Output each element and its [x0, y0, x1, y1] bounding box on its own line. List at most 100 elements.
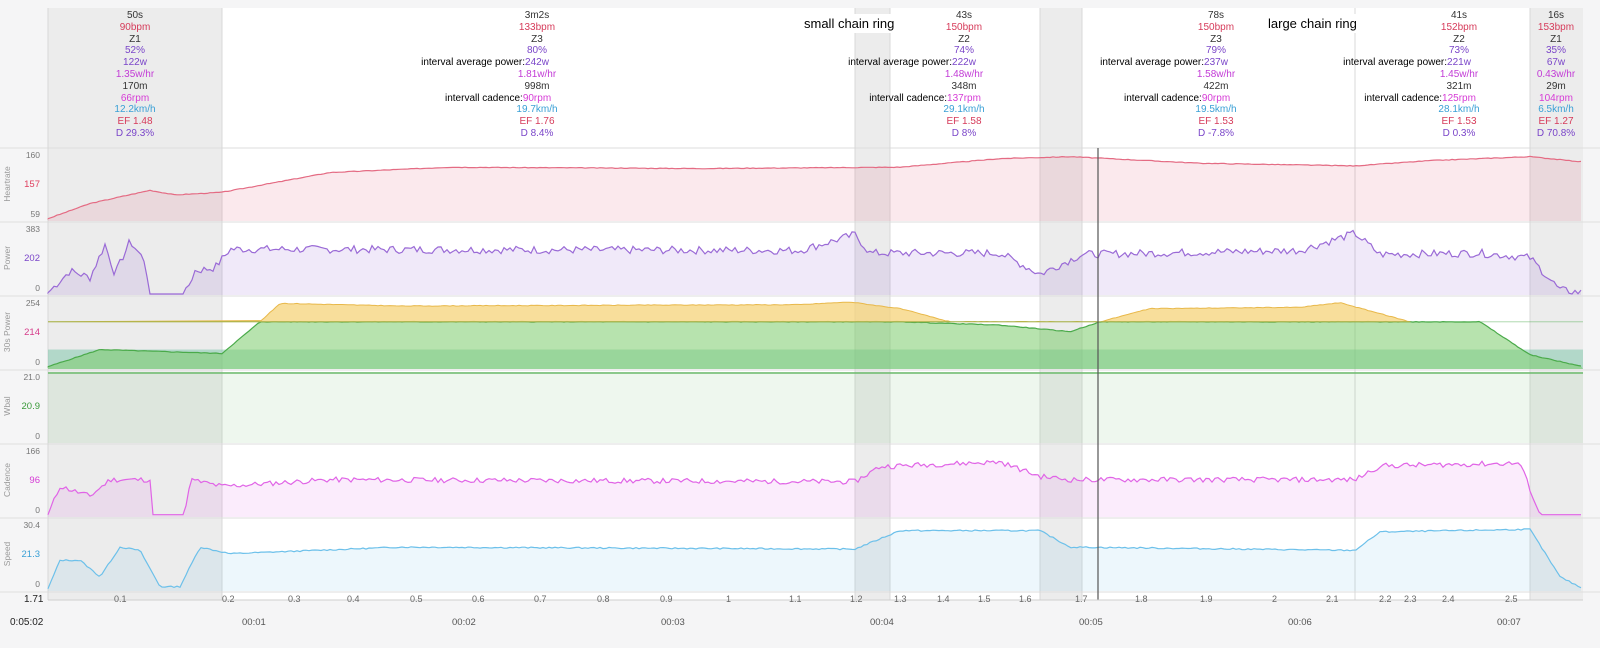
interval-band[interactable]: [1082, 8, 1355, 600]
distance-tick: 0.6: [472, 594, 485, 604]
interval-stat: 150bpm: [924, 22, 1004, 34]
interval-stat-value: 152bpm: [1440, 21, 1478, 33]
row-label-power: 383 202 0 Power: [0, 222, 44, 296]
distance-tick: 1.6: [1019, 594, 1032, 604]
interval-stat: 16s: [1516, 10, 1596, 22]
interval-band[interactable]: [1530, 8, 1583, 600]
distance-tick: 1.1: [789, 594, 802, 604]
distance-tick: 1.8: [1135, 594, 1148, 604]
interval-stat-key: intervall cadence:: [1364, 92, 1443, 104]
distance-tick: 2.1: [1326, 594, 1339, 604]
axis-value: 21.0: [23, 372, 40, 382]
interval-stat-value: EF 1.53: [1198, 116, 1234, 128]
time-tick: 00:02: [452, 617, 476, 628]
axis-value: 160: [25, 150, 40, 160]
interval-stat: EF 1.27: [1516, 116, 1596, 128]
interval-stat-value: EF 1.27: [1538, 116, 1574, 128]
interval-stat: 35%: [1516, 45, 1596, 57]
interval-stat: 41s: [1419, 10, 1499, 22]
interval-stat: 152bpm: [1419, 22, 1499, 34]
axis-value: 20.9: [21, 401, 41, 412]
distance-tick: 0.7: [534, 594, 547, 604]
interval-stat-value: 41s: [1450, 10, 1468, 21]
interval-stat-value: 16s: [1547, 10, 1565, 21]
small-chain-annotation: small chain ring: [798, 14, 901, 33]
interval-stat-value: EF 1.48: [117, 116, 153, 128]
interval-band[interactable]: [48, 8, 222, 600]
interval-summary: 78s 150bpm Z3 79% interval average power: 237…: [1100, 10, 1256, 140]
time-tick: 00:05: [1079, 617, 1103, 628]
distance-tick: 0.1: [114, 594, 127, 604]
axis-value: 0: [35, 283, 40, 293]
interval-stat: D 8.4%: [497, 128, 577, 140]
interval-stat-value: 50s: [126, 10, 144, 21]
interval-stat-value: 998m: [524, 80, 550, 92]
interval-summary: 3m2s 133bpm Z3 80% interval average power: 24…: [421, 10, 577, 140]
interval-stat: intervall cadence: 90rpm: [445, 92, 577, 105]
interval-stat: 19.5km/h: [1176, 104, 1256, 116]
interval-stat: Z3: [1176, 34, 1256, 46]
interval-stat: 1.35w/hr: [95, 69, 175, 81]
interval-stat: 90bpm: [95, 22, 175, 34]
interval-stat: intervall cadence: 137rpm: [869, 93, 1004, 105]
interval-band[interactable]: [1040, 8, 1082, 600]
interval-stat-value: Z2: [958, 33, 970, 45]
interval-stat: 0.43w/hr: [1516, 69, 1596, 81]
interval-stat-value: 6.5km/h: [1538, 104, 1574, 116]
interval-stat-value: 237w: [1204, 57, 1228, 69]
interval-stat-value: 1.45w/hr: [1439, 68, 1479, 80]
interval-stat-value: Z1: [1550, 33, 1562, 45]
interval-stat: interval average power: 222w: [848, 57, 1004, 69]
interval-band[interactable]: [1355, 8, 1530, 600]
axis-value: 30.4: [23, 520, 40, 530]
distance-tick: 1.3: [894, 594, 907, 604]
interval-stat: 1.45w/hr: [1419, 69, 1499, 81]
interval-stat-value: 242w: [525, 57, 549, 69]
axis-value: 202: [24, 253, 40, 264]
interval-stat-value: 19.5km/h: [1195, 104, 1237, 116]
interval-stat-value: 422m: [1203, 80, 1229, 92]
interval-stat: Z2: [924, 34, 1004, 46]
time-tick: 00:03: [661, 617, 685, 628]
interval-band[interactable]: [890, 8, 1040, 600]
distance-tick: 2.5: [1505, 594, 1518, 604]
interval-stat-value: EF 1.53: [1441, 116, 1477, 128]
power-line: [47, 229, 1582, 295]
interval-stat: EF 1.76: [497, 116, 577, 128]
interval-stat-value: 150bpm: [1197, 21, 1235, 33]
interval-stat: Z1: [1516, 34, 1596, 46]
interval-stat-key: interval average power:: [421, 57, 526, 69]
interval-stat: 153bpm: [1516, 22, 1596, 34]
interval-stat-value: EF 1.58: [946, 116, 982, 128]
interval-stat-value: 122w: [123, 57, 147, 69]
distance-tick: 2: [1272, 594, 1278, 604]
distance-tick: 1.9: [1200, 594, 1213, 604]
interval-stat-value: 1.35w/hr: [115, 68, 155, 80]
power-area: [48, 230, 1581, 295]
interval-stat: interval average power: 237w: [1100, 57, 1256, 69]
distance-tick: 0.5: [410, 594, 423, 604]
axis-value: 166: [25, 446, 40, 456]
interval-stat: 74%: [924, 45, 1004, 57]
distance-tick: 2.2: [1379, 594, 1392, 604]
interval-stat: 348m: [924, 81, 1004, 93]
interval-stat-value: 90rpm: [1201, 92, 1231, 104]
interval-stat-value: 1.48w/hr: [944, 68, 984, 80]
wbal-area: [48, 372, 1583, 443]
interval-stat-value: 74%: [953, 45, 974, 57]
interval-stat-key: intervall cadence:: [1124, 92, 1202, 104]
interval-stat: 67w: [1516, 57, 1596, 69]
axis-value: 0: [35, 431, 40, 441]
row-name: 30s Power: [2, 311, 12, 353]
row-label-cadence: 166 96 0 Cadence: [0, 444, 44, 518]
interval-stat-key: intervall cadence:: [445, 92, 523, 104]
interval-stat: 1.58w/hr: [1176, 69, 1256, 81]
interval-stat: EF 1.58: [924, 116, 1004, 128]
distance-tick: 1.7: [1075, 594, 1088, 604]
interval-stat: 79%: [1176, 45, 1256, 57]
interval-stat-value: 90rpm: [522, 92, 552, 104]
time-tick: 00:06: [1288, 617, 1312, 628]
interval-stat: 43s: [924, 10, 1004, 22]
interval-stat: 19.7km/h: [497, 104, 577, 116]
